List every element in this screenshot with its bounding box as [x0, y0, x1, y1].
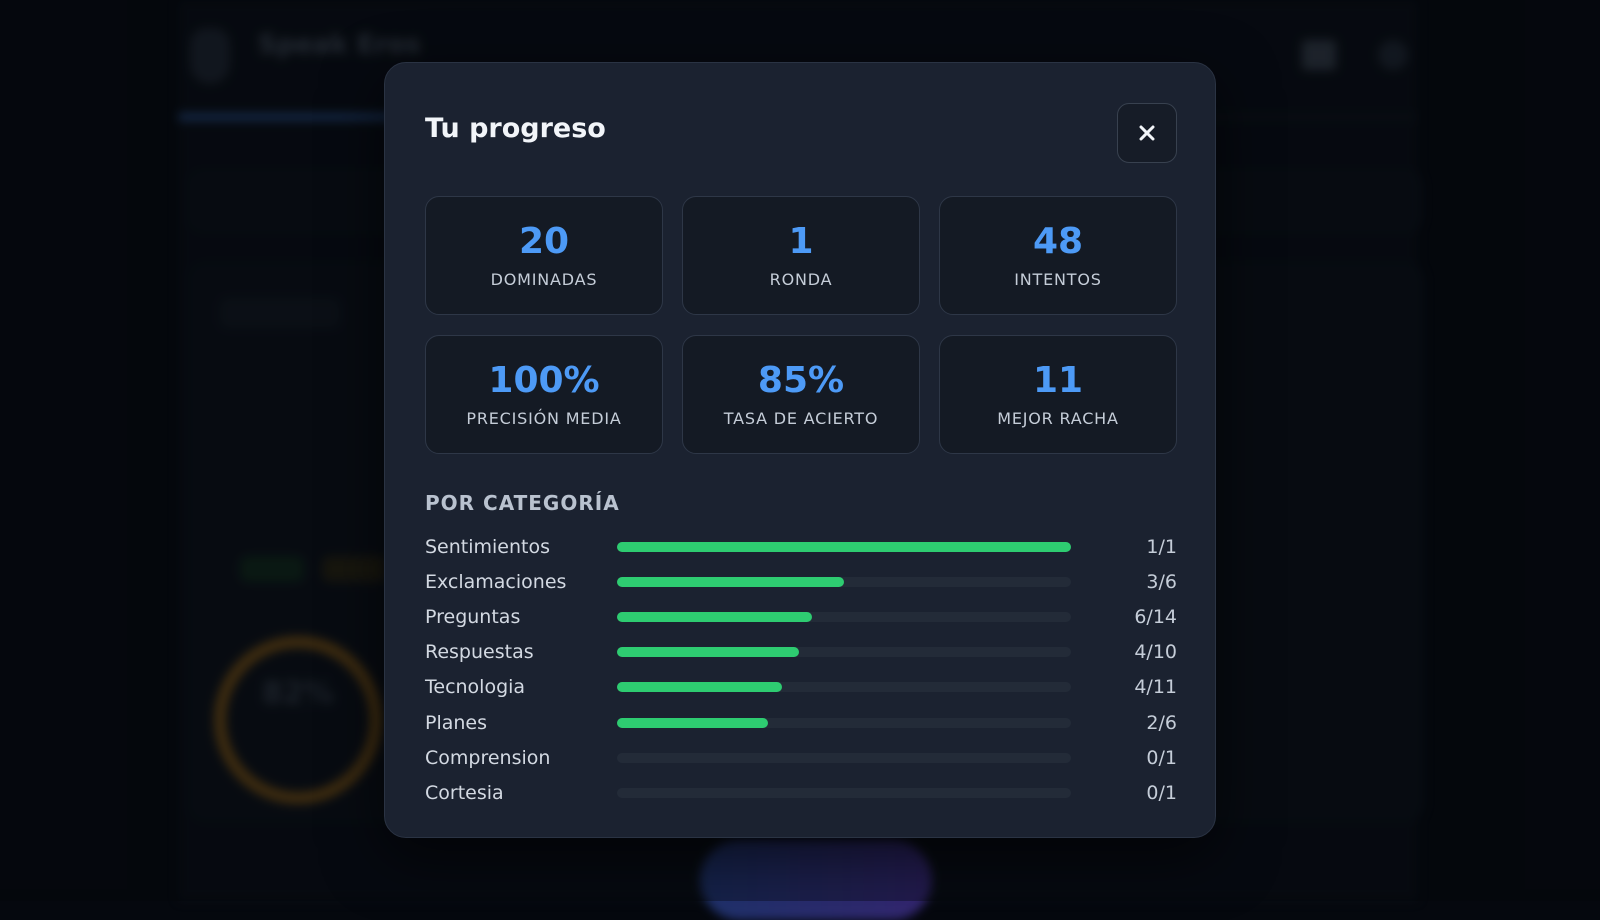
category-name: Tecnologia — [425, 676, 617, 698]
stat-value: 11 — [1033, 361, 1083, 401]
stat-value: 20 — [519, 222, 569, 262]
category-count: 4/11 — [1134, 676, 1177, 698]
category-progress-fill — [617, 682, 782, 692]
category-progress-track — [617, 718, 1071, 728]
stat-value: 48 — [1033, 222, 1083, 262]
stat-value: 100% — [488, 361, 599, 401]
category-count: 0/1 — [1146, 782, 1177, 804]
category-name: Planes — [425, 712, 617, 734]
stat-card-ronda: 1 RONDA — [682, 196, 920, 315]
category-name: Comprension — [425, 747, 617, 769]
close-button[interactable] — [1117, 103, 1177, 163]
category-list: Sentimientos 1/1 Exclamaciones 3/6 Pregu… — [425, 529, 1177, 811]
category-progress-fill — [617, 542, 1071, 552]
category-name: Cortesia — [425, 782, 617, 804]
category-name: Preguntas — [425, 606, 617, 628]
stat-label: MEJOR RACHA — [997, 409, 1119, 428]
stat-label: INTENTOS — [1014, 270, 1101, 289]
category-row: Cortesia 0/1 — [425, 775, 1177, 810]
category-count: 4/10 — [1134, 641, 1177, 663]
category-section-heading: POR CATEGORÍA — [425, 491, 620, 515]
stat-label: RONDA — [770, 270, 833, 289]
category-progress-fill — [617, 577, 844, 587]
category-row: Comprension 0/1 — [425, 740, 1177, 775]
category-progress-track — [617, 647, 1071, 657]
category-progress-track — [617, 682, 1071, 692]
category-row: Tecnologia 4/11 — [425, 670, 1177, 705]
stat-label: DOMINADAS — [491, 270, 598, 289]
stat-value: 1 — [788, 222, 813, 262]
category-count: 2/6 — [1146, 712, 1177, 734]
modal-title: Tu progreso — [425, 113, 606, 144]
stat-card-tasa-de-acierto: 85% TASA DE ACIERTO — [682, 335, 920, 454]
category-progress-track — [617, 542, 1071, 552]
category-count: 1/1 — [1146, 536, 1177, 558]
stat-card-intentos: 48 INTENTOS — [939, 196, 1177, 315]
close-icon — [1137, 123, 1157, 143]
category-row: Preguntas 6/14 — [425, 599, 1177, 634]
category-progress-track — [617, 788, 1071, 798]
category-name: Sentimientos — [425, 536, 617, 558]
category-count: 3/6 — [1146, 571, 1177, 593]
category-progress-track — [617, 753, 1071, 763]
category-name: Respuestas — [425, 641, 617, 663]
category-progress-fill — [617, 612, 812, 622]
category-progress-track — [617, 577, 1071, 587]
category-progress-track — [617, 612, 1071, 622]
progress-modal: Tu progreso 20 DOMINADAS 1 RONDA 48 INTE… — [384, 62, 1216, 838]
stat-card-precision-media: 100% PRECISIÓN MEDIA — [425, 335, 663, 454]
category-count: 0/1 — [1146, 747, 1177, 769]
category-name: Exclamaciones — [425, 571, 617, 593]
category-row: Planes 2/6 — [425, 705, 1177, 740]
category-row: Exclamaciones 3/6 — [425, 564, 1177, 599]
stat-card-mejor-racha: 11 MEJOR RACHA — [939, 335, 1177, 454]
stats-grid: 20 DOMINADAS 1 RONDA 48 INTENTOS 100% PR… — [425, 196, 1177, 454]
stat-card-dominadas: 20 DOMINADAS — [425, 196, 663, 315]
stat-label: PRECISIÓN MEDIA — [466, 409, 621, 428]
stat-label: TASA DE ACIERTO — [724, 409, 878, 428]
category-row: Sentimientos 1/1 — [425, 529, 1177, 564]
category-row: Respuestas 4/10 — [425, 635, 1177, 670]
stat-value: 85% — [758, 361, 844, 401]
category-count: 6/14 — [1134, 606, 1177, 628]
category-progress-fill — [617, 718, 768, 728]
category-progress-fill — [617, 647, 799, 657]
